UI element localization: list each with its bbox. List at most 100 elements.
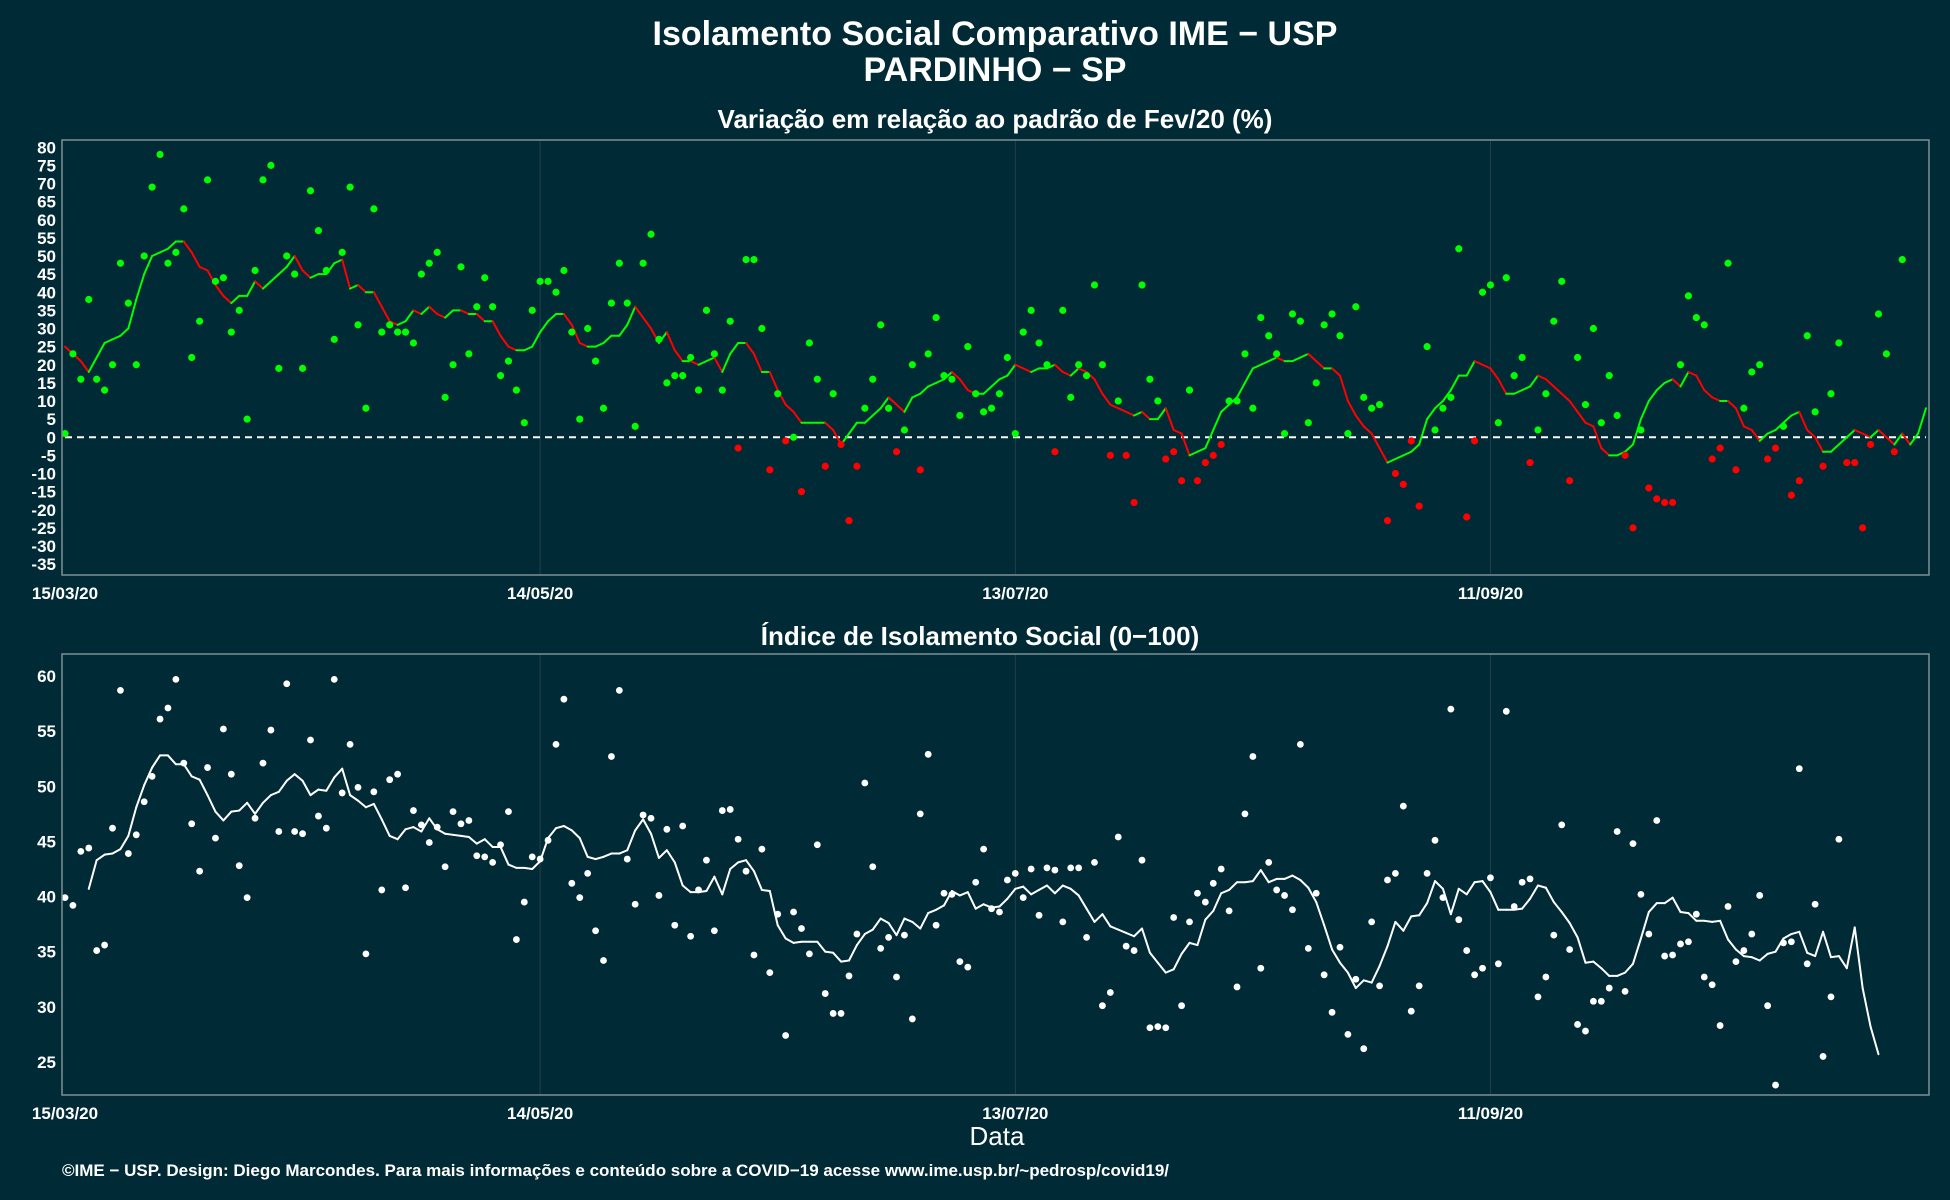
data-point bbox=[1146, 375, 1154, 383]
data-point bbox=[1130, 498, 1138, 507]
data-point bbox=[243, 415, 251, 423]
data-point bbox=[615, 686, 623, 694]
data-point bbox=[1027, 865, 1035, 873]
data-point bbox=[845, 972, 853, 980]
y-tick-label: -30 bbox=[31, 537, 56, 556]
data-point bbox=[1653, 817, 1661, 824]
trend-segment bbox=[1489, 891, 1500, 911]
trend-segment bbox=[1576, 936, 1587, 964]
data-point bbox=[1360, 1045, 1368, 1053]
trend-segment bbox=[261, 794, 272, 804]
data-point bbox=[1328, 310, 1336, 318]
trend-segment bbox=[467, 836, 478, 845]
data-point bbox=[188, 353, 196, 362]
y-tick-label: -35 bbox=[31, 555, 56, 574]
trend-segment bbox=[1560, 392, 1571, 402]
trend-segment bbox=[1600, 447, 1611, 457]
data-point bbox=[354, 321, 362, 329]
data-point bbox=[370, 788, 378, 796]
data-point bbox=[1193, 477, 1202, 485]
trend-segment bbox=[642, 316, 653, 330]
trend-segment bbox=[214, 284, 225, 297]
data-point bbox=[1882, 350, 1891, 358]
data-point bbox=[108, 361, 117, 369]
data-point bbox=[1692, 314, 1700, 322]
trend-segment bbox=[1069, 367, 1080, 377]
trend-segment bbox=[119, 834, 130, 851]
trend-segment bbox=[1687, 912, 1698, 922]
y-tick-label: 60 bbox=[37, 667, 56, 686]
trend-segment bbox=[1790, 410, 1801, 417]
data-point bbox=[710, 350, 718, 358]
data-point bbox=[299, 830, 306, 838]
trend-segment bbox=[1378, 945, 1389, 968]
trend-segment bbox=[491, 320, 502, 337]
trend-segment bbox=[135, 273, 146, 301]
trend-segment bbox=[1782, 414, 1793, 424]
trend-segment bbox=[1299, 879, 1310, 889]
trend-segment bbox=[111, 848, 122, 855]
data-point bbox=[726, 806, 734, 813]
trend-segment bbox=[1766, 429, 1777, 435]
y-tick-label: 45 bbox=[37, 265, 56, 284]
data-point bbox=[172, 248, 180, 256]
data-point bbox=[117, 686, 124, 694]
data-point bbox=[829, 390, 837, 398]
trend-segment bbox=[840, 959, 850, 963]
y-tick-label: 60 bbox=[37, 211, 56, 230]
data-point bbox=[1668, 498, 1677, 507]
data-point bbox=[1138, 281, 1146, 289]
data-point bbox=[718, 386, 726, 394]
data-point bbox=[489, 858, 497, 866]
data-point bbox=[600, 957, 607, 964]
trend-segment bbox=[966, 891, 977, 910]
data-point bbox=[1439, 894, 1447, 902]
data-point bbox=[140, 798, 148, 806]
data-point bbox=[1677, 940, 1684, 948]
data-point bbox=[1059, 306, 1067, 314]
data-point bbox=[1185, 386, 1194, 394]
trend-segment bbox=[1014, 885, 1025, 890]
trend-segment bbox=[1204, 909, 1215, 921]
data-point bbox=[1399, 802, 1407, 810]
data-point bbox=[1732, 958, 1740, 965]
y-tick-label: -5 bbox=[41, 446, 56, 465]
trend-segment bbox=[1806, 429, 1817, 439]
data-point bbox=[639, 811, 647, 819]
data-point bbox=[219, 725, 227, 733]
trend-segment bbox=[1331, 367, 1341, 377]
data-point bbox=[1645, 930, 1653, 938]
trend-segment bbox=[1220, 888, 1231, 895]
y-tick-label: 55 bbox=[37, 229, 56, 248]
trend-segment bbox=[1251, 869, 1262, 883]
x-tick-label: 15/03/20 bbox=[32, 1104, 98, 1123]
data-point bbox=[584, 869, 592, 877]
data-point bbox=[1558, 821, 1566, 829]
data-point bbox=[1304, 419, 1312, 427]
trend-segment bbox=[1346, 971, 1357, 990]
trend-segment bbox=[1299, 352, 1310, 359]
trend-segment bbox=[380, 305, 391, 323]
trend-segment bbox=[1315, 360, 1326, 370]
x-tick-label: 11/09/20 bbox=[1458, 584, 1523, 603]
data-point bbox=[1320, 321, 1328, 329]
data-point bbox=[1415, 502, 1423, 510]
data-point bbox=[354, 784, 362, 791]
trend-segment bbox=[1077, 894, 1088, 910]
data-point bbox=[1724, 259, 1732, 267]
data-point bbox=[1542, 390, 1550, 398]
data-point bbox=[1898, 256, 1906, 264]
data-point bbox=[243, 894, 251, 902]
trend-segment bbox=[1014, 363, 1025, 370]
trend-segment bbox=[1022, 367, 1033, 373]
trend-segment bbox=[1402, 450, 1413, 457]
data-point bbox=[1360, 393, 1368, 401]
trend-segment bbox=[190, 775, 201, 781]
trend-segment bbox=[404, 826, 415, 831]
data-point bbox=[512, 936, 520, 943]
trend-segment bbox=[562, 313, 573, 326]
trend-segment bbox=[364, 802, 375, 809]
data-point bbox=[647, 814, 655, 822]
data-point bbox=[1534, 993, 1542, 1001]
data-point bbox=[900, 426, 909, 434]
